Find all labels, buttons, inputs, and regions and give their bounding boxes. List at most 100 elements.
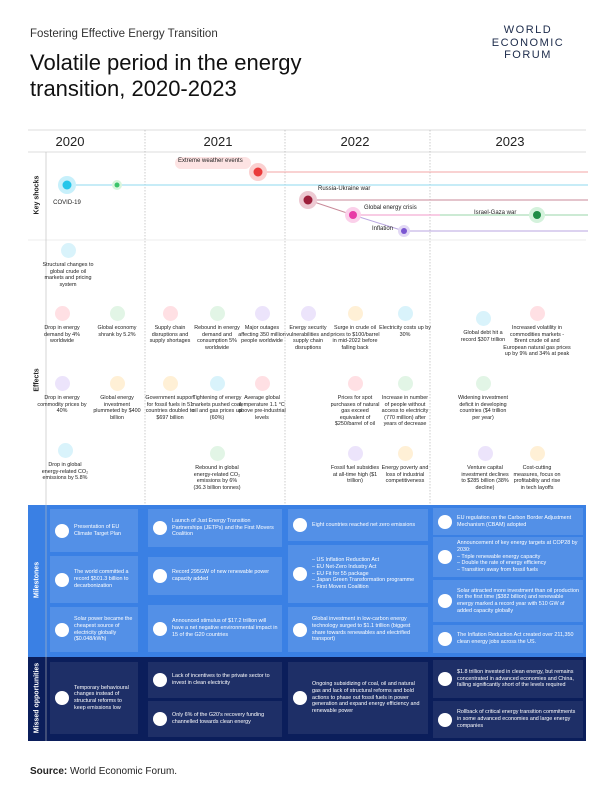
logo: WORLD ECONOMIC FORUM: [478, 24, 578, 62]
milestone-item: – US Inflation Reduction Act: [312, 557, 380, 564]
milestone-icon: [438, 514, 452, 529]
milestone-text: Global investment in low-carbon energy t…: [312, 616, 411, 643]
effect-icon: [397, 306, 413, 321]
shock-lines: [67, 171, 588, 232]
missed-box: Rollback of critical energy transition c…: [433, 701, 583, 738]
effect-icon: [57, 443, 73, 458]
effect-icon: [300, 306, 316, 321]
effect-text: Drop in global energy-related CO₂ emissi…: [41, 462, 89, 482]
milestone-item: – Transition away from fossil fuels: [457, 567, 538, 574]
milestone-text: Solar attracted more investment than oil…: [457, 587, 579, 614]
missed-text: Ongoing subsidizing of coal, oil and nat…: [312, 681, 420, 715]
effect-icon: [209, 446, 225, 461]
missed-text: Lack of incentives to the private sector…: [172, 673, 270, 686]
milestone-item: – EU Net-Zero Industry Act: [312, 563, 377, 570]
effect-text: Drop in energy demand by 4% worldwide: [44, 325, 80, 345]
milestone-box: Record 295GW of new renewable power capa…: [148, 557, 282, 595]
milestone-text: Record 295GW of new renewable power capa…: [172, 569, 270, 582]
effect-text: Global energy investment plummeted by $4…: [93, 395, 141, 421]
missed-text: Only 6% of the G20's recovery funding ch…: [172, 712, 265, 725]
row-label: Key shocks: [33, 175, 41, 215]
milestone-icon: [153, 521, 167, 535]
effect-icon: [397, 446, 413, 461]
milestone-icon: [438, 594, 452, 608]
milestone-box: Presentation of EU Climate Target Plan: [50, 509, 138, 552]
missed-icon: [438, 712, 452, 727]
missed-icon: [55, 691, 69, 705]
missed-box: $1.8 trillion invested in clean energy, …: [433, 660, 583, 698]
milestone-text: The world committed a record $501.3 bill…: [74, 569, 129, 589]
year-label: 2023: [495, 134, 525, 149]
effect-icon: [54, 306, 70, 321]
source-label: Source:: [30, 766, 68, 777]
source-text: World Economic Forum.: [70, 766, 178, 777]
source-line: Source: World Economic Forum.: [30, 766, 177, 777]
missed-text: $1.8 trillion invested in clean energy, …: [457, 668, 574, 689]
effect-icon: [347, 446, 363, 461]
effect-icon: [162, 376, 178, 391]
shock-label: Russia-Ukraine war: [318, 186, 371, 192]
effect-icon: [54, 376, 70, 391]
effect-icon: [109, 376, 125, 391]
missed-band: [28, 657, 586, 741]
milestone-box: Announced stimulus of $17.2 trillion wil…: [148, 605, 282, 652]
effect-icon: [60, 243, 76, 258]
missed-box: Lack of incentives to the private sector…: [148, 662, 282, 698]
effect-icon: [397, 376, 413, 391]
milestone-box: The world committed a record $501.3 bill…: [50, 556, 138, 603]
year-label: 2022: [340, 134, 370, 149]
milestone-box: The Inflation Reduction Act created over…: [433, 625, 583, 653]
missed-text: Rollback of critical energy transition c…: [457, 709, 576, 729]
milestone-box: Solar power became the cheapest source o…: [50, 607, 138, 652]
milestone-box: EU regulation on the Carbon Border Adjus…: [433, 508, 583, 535]
milestone-text: Announcement of key energy targets at CO…: [457, 540, 578, 553]
missed-box: Temporary behavioural changes instead of…: [50, 662, 138, 734]
milestone-item: – Japan Green Transformation programme: [312, 577, 415, 584]
milestone-icon: [293, 518, 307, 532]
milestone-icon: [293, 622, 307, 637]
effect-text: Energy security vulnerabilities and supp…: [286, 325, 330, 351]
effect-icon: [347, 306, 363, 321]
milestone-box: Global investment in low-carbon energy t…: [288, 607, 428, 652]
missed-icon: [438, 672, 452, 686]
effect-text: Major outages affecting 350 million peop…: [238, 325, 286, 345]
milestone-box: Eight countries reached net zero emissio…: [288, 509, 428, 541]
milestone-icon: [293, 567, 307, 581]
shock-label: Extreme weather events: [178, 158, 243, 164]
shock-label: COVID-19: [53, 200, 81, 206]
subtitle: Fostering Effective Energy Transition: [30, 28, 218, 40]
year-dividers: [144, 130, 431, 505]
row-label: Milestones: [33, 561, 41, 599]
milestones-band: [28, 505, 586, 657]
shock-label: Israel-Gaza war: [474, 210, 517, 216]
effect-text: Rebound in energy demand and consumption…: [194, 325, 240, 351]
effect-text: Venture capital investment declines to $…: [461, 465, 509, 491]
missed-icon: [293, 691, 307, 705]
row-label: Effects: [33, 368, 41, 392]
milestone-item: – EU Fit for 55 package: [312, 570, 369, 577]
year-label: 2021: [203, 134, 233, 149]
shock-markers: [58, 163, 545, 237]
missed-icon: [153, 712, 167, 726]
milestone-box: – US Inflation Reduction Act – EU Net-Zer…: [288, 545, 428, 603]
milestone-icon: [55, 572, 69, 587]
effect-text: Government support for fossil fuels in 5…: [145, 395, 195, 421]
effect-text: Global debt hit a record $307 trillion: [460, 330, 506, 343]
effect-icon: [254, 306, 270, 321]
milestone-box: Launch of Just Energy Transition Partner…: [148, 509, 282, 547]
shock-label: Inflation: [372, 226, 394, 232]
milestone-item: – Triple renewable energy capacity: [457, 553, 541, 560]
effect-text: Drop in energy commodity prices by 40%: [37, 395, 87, 415]
milestone-icon: [153, 569, 167, 583]
effect-text: Global economy shrank by 5.2%: [97, 325, 137, 338]
milestone-item: – Double the rate of energy efficiency: [457, 560, 547, 567]
effect-text: Rebound in global energy-related CO₂ emi…: [193, 465, 241, 491]
logo-word: ECONOMIC: [491, 36, 565, 49]
effect-text: Electricity costs up by 30%: [379, 325, 431, 338]
milestone-text: Presentation of EU Climate Target Plan: [74, 523, 121, 537]
effect-text: Structural changes to global crude oil m…: [42, 262, 94, 288]
shock-label: Global energy crisis: [364, 205, 417, 211]
effect-icon: [209, 306, 225, 321]
logo-word: WORLD: [503, 24, 553, 36]
